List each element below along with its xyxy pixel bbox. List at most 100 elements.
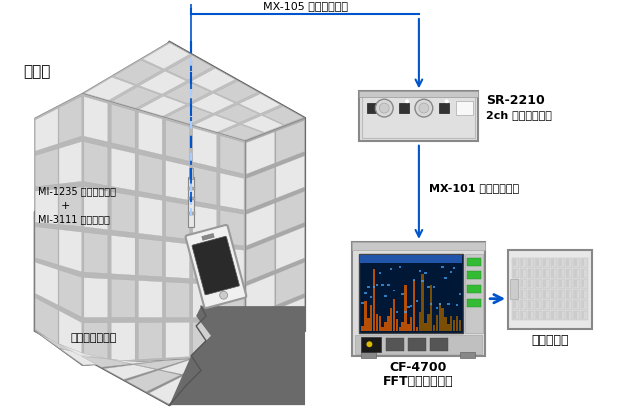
Polygon shape [139,238,162,277]
Bar [558,290,565,299]
Bar [521,269,524,277]
Bar [510,279,518,299]
Polygon shape [220,173,244,210]
Bar [566,269,569,277]
Polygon shape [111,191,135,233]
Polygon shape [170,306,305,405]
Bar [396,311,398,313]
Bar [543,301,550,310]
Bar [535,258,542,268]
Polygon shape [84,97,108,142]
Bar [439,303,441,305]
Bar [360,255,462,263]
Bar [365,301,366,331]
Bar [536,290,539,298]
Bar [535,311,542,321]
Bar [513,311,519,321]
Polygon shape [84,278,108,317]
Bar [566,311,573,321]
Polygon shape [276,298,305,341]
Text: MX-101 信号ケーブル: MX-101 信号ケーブル [429,183,519,193]
Bar [559,280,561,287]
Polygon shape [35,331,246,405]
Bar [453,267,455,269]
Polygon shape [193,283,217,318]
Bar [436,308,438,309]
Bar [416,300,418,302]
Polygon shape [263,106,303,125]
Bar [418,311,421,331]
Bar [558,279,565,289]
Polygon shape [246,118,305,356]
Bar [393,299,396,331]
Bar [404,285,407,331]
Polygon shape [194,115,238,132]
Bar [513,301,519,310]
Polygon shape [139,196,162,236]
Bar [352,242,485,250]
Bar [447,324,449,331]
Bar [376,314,378,331]
Bar [368,103,378,113]
Text: スマートフォン: スマートフォン [71,333,117,343]
Bar [543,290,550,299]
FancyBboxPatch shape [508,250,592,329]
Polygon shape [35,262,58,305]
Bar [574,311,577,319]
Polygon shape [59,229,82,272]
Polygon shape [246,132,275,174]
Bar [566,258,573,268]
Polygon shape [61,349,107,365]
Bar [188,177,194,227]
Bar [581,311,587,321]
Bar [551,290,554,298]
Bar [513,269,516,277]
Bar [581,290,587,299]
Bar [422,280,424,282]
Bar [550,301,557,310]
Bar [521,290,524,298]
Bar [581,258,587,268]
Bar [528,269,534,278]
Bar [416,327,418,331]
Bar [581,269,587,278]
Polygon shape [112,87,160,108]
Bar [573,258,580,268]
Bar [361,337,381,352]
Bar [528,290,531,298]
Bar [513,280,516,287]
Bar [408,338,426,351]
Polygon shape [143,43,190,69]
FancyBboxPatch shape [360,91,478,141]
Polygon shape [166,282,189,318]
Polygon shape [191,93,235,113]
Polygon shape [167,106,212,124]
Bar [550,258,557,268]
FancyBboxPatch shape [352,242,485,356]
Bar [513,279,519,289]
Bar [402,293,404,295]
Bar [582,269,584,277]
Bar [520,311,527,321]
Bar [543,258,550,268]
Bar [430,338,448,351]
Bar [566,290,573,299]
Polygon shape [246,274,275,317]
Polygon shape [85,354,134,364]
Bar [188,212,194,215]
Bar [450,271,452,273]
Polygon shape [35,93,246,365]
Bar [439,103,449,113]
Bar [513,311,516,319]
Bar [386,338,404,351]
Bar [393,290,396,291]
Text: +: + [61,201,70,211]
Bar [535,301,542,310]
Bar [355,335,482,354]
Polygon shape [35,189,58,224]
Polygon shape [59,96,82,143]
Polygon shape [166,201,189,240]
Bar [410,305,412,307]
Polygon shape [276,227,305,270]
Bar [513,290,519,299]
